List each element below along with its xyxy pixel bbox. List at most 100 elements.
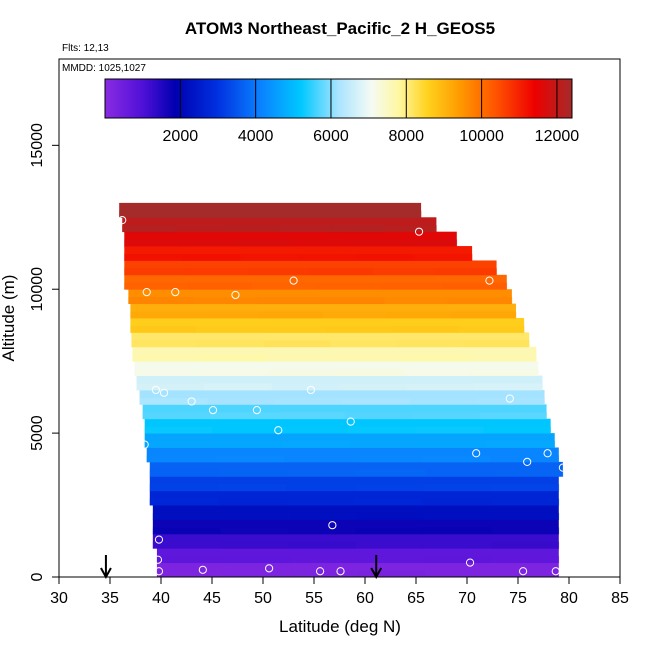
band-cell-shade: [355, 541, 424, 549]
band-cell-shade: [320, 297, 385, 305]
band-cell-shade: [256, 297, 321, 305]
band-cell-shade: [130, 311, 195, 319]
band-cell-shade: [372, 268, 435, 276]
band-cell-shade: [474, 383, 543, 391]
band-cell-shade: [215, 455, 285, 463]
band-cell-shade: [447, 297, 513, 305]
band-cell-shade: [354, 484, 423, 492]
observation-point: [551, 567, 560, 576]
observation-point: [346, 417, 355, 426]
band-cell-shade: [477, 397, 545, 405]
x-tick-label: 65: [407, 590, 425, 607]
altitude-band: [130, 303, 517, 319]
colorbar-tick-label: 8000: [388, 128, 424, 145]
band-cell-shade: [192, 297, 257, 305]
band-cell-shade: [356, 469, 426, 477]
band-cell-shade: [144, 426, 213, 434]
band-cell-shade: [217, 484, 287, 492]
observation-point: [543, 449, 552, 458]
band-cell-shade: [149, 484, 219, 492]
altitude-band: [152, 533, 560, 549]
band-cell-shade: [355, 527, 424, 535]
band-cell-shade: [347, 426, 416, 434]
colorbar-tick-label: 2000: [163, 128, 199, 145]
band-cell-shade: [207, 397, 275, 405]
band-cell-shade: [248, 268, 311, 276]
band-cell-shade: [469, 354, 537, 362]
y-tick-label: 10000: [29, 267, 46, 312]
band-cell-shade: [220, 512, 289, 520]
observation-point: [336, 567, 345, 576]
observation-point: [558, 463, 567, 472]
flights-label: Flts: 12,13: [62, 43, 109, 54]
observation-point: [231, 290, 240, 300]
band-cell-shade: [490, 484, 560, 492]
x-tick-label: 60: [356, 590, 374, 607]
band-cell-shade: [310, 268, 373, 276]
band-cell-shade: [149, 498, 219, 506]
observation-point: [142, 288, 151, 297]
band-cell-shade: [124, 268, 187, 276]
band-cell-shade: [152, 527, 221, 535]
band-cell-shade: [213, 441, 282, 448]
band-cell-shade: [179, 239, 236, 247]
chart-title: ATOM3 Northeast_Pacific_2 H_GEOS5: [185, 19, 495, 38]
observation-point: [289, 276, 298, 285]
observation-point: [328, 521, 337, 530]
band-cell-shade: [146, 455, 216, 463]
band-cell-shade: [451, 311, 517, 319]
band-cell-shade: [124, 282, 189, 290]
observation-point: [154, 535, 164, 544]
band-cell-shade: [290, 570, 359, 578]
altitude-band: [149, 461, 564, 477]
observation-point: [198, 565, 207, 574]
y-tick-label: 15000: [29, 123, 46, 168]
band-cell-shade: [423, 512, 492, 520]
band-cell-shade: [264, 340, 331, 348]
altitude-band: [149, 476, 560, 492]
band-cell-shade: [186, 268, 249, 276]
band-cell-shade: [290, 556, 359, 564]
altitude-band: [124, 246, 473, 261]
band-cell-shade: [331, 225, 385, 233]
band-cell-shade: [401, 239, 458, 247]
band-cell-shade: [281, 441, 350, 448]
altitude-band: [119, 202, 422, 218]
y-axis: 0 5000 10000 15000: [29, 123, 59, 581]
band-cell-shade: [130, 325, 197, 333]
observation-points: [118, 216, 567, 576]
observation-point: [414, 227, 424, 236]
x-tick-label: 80: [560, 590, 578, 607]
altitude-band: [139, 389, 545, 405]
band-cell-shade: [267, 354, 335, 362]
band-cell-shade: [401, 354, 470, 362]
dates-label: MMDD: 1025,1027: [62, 63, 146, 74]
altitude-band: [128, 289, 513, 305]
band-cell-shade: [286, 484, 355, 492]
band-cell-shade: [269, 369, 337, 376]
altitude-band: [136, 375, 543, 391]
band-cell-shade: [220, 527, 289, 535]
x-tick-label: 85: [611, 590, 629, 607]
observation-point: [140, 440, 149, 449]
colorbar-tick-label: 4000: [238, 128, 274, 145]
band-cell-shade: [134, 369, 203, 376]
band-cell-shade: [490, 498, 560, 506]
band-cell-shade: [421, 455, 491, 463]
altitude-band: [124, 274, 508, 290]
observation-point: [252, 405, 261, 415]
observation-point: [523, 457, 532, 466]
band-cell-shade: [354, 498, 423, 506]
band-cell-shade: [132, 354, 201, 362]
band-cell-shade: [462, 340, 530, 348]
observation-point: [485, 276, 494, 285]
altitude-band: [124, 260, 497, 276]
band-cell-shade: [482, 426, 551, 434]
band-cell-shade: [422, 484, 491, 492]
y-tick-label: 5000: [29, 415, 46, 451]
band-cell-shade: [491, 527, 560, 535]
band-cell-shade: [287, 469, 357, 477]
observation-point: [118, 216, 127, 225]
band-cell-shade: [414, 253, 473, 261]
